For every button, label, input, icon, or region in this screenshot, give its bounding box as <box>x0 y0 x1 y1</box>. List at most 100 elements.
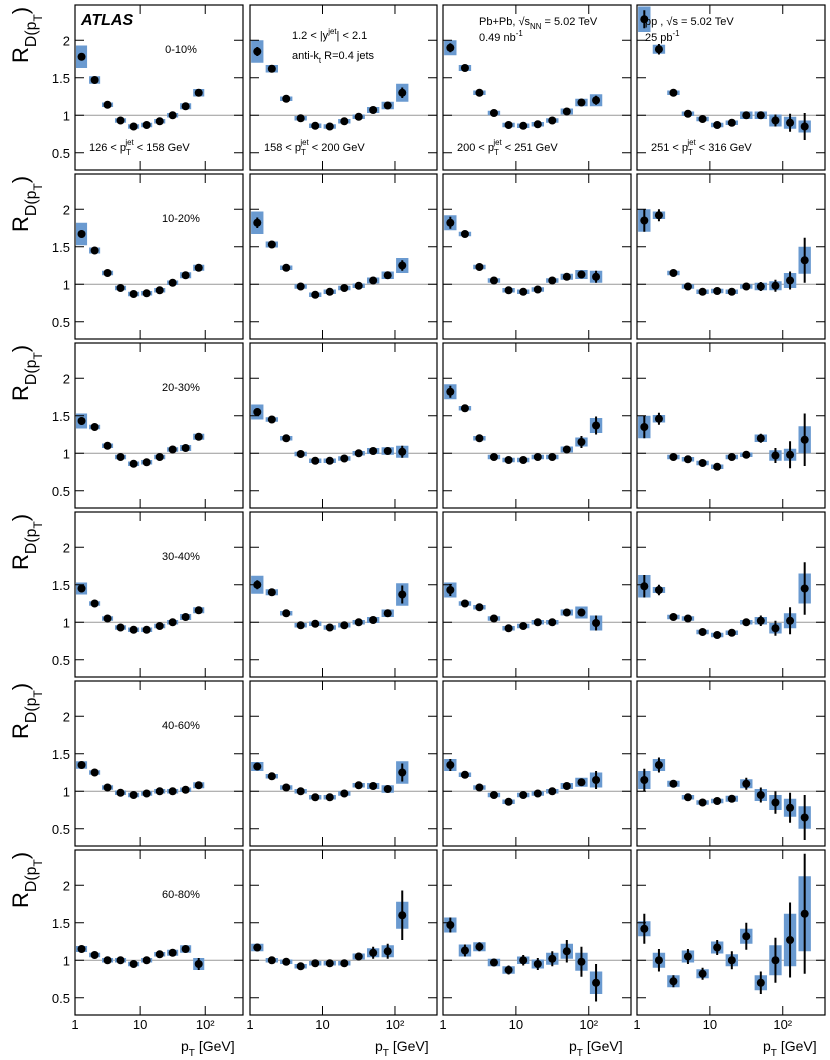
data-point <box>562 947 571 956</box>
data-point <box>369 447 378 455</box>
note: 0.49 nb-1 <box>479 29 523 44</box>
data-point <box>398 768 407 777</box>
data-point <box>383 785 392 793</box>
data-point <box>669 613 678 621</box>
y-tick-label: 1 <box>63 615 70 630</box>
data-point <box>325 959 334 968</box>
data-point <box>533 789 542 798</box>
data-point <box>713 631 722 639</box>
data-point <box>116 284 125 292</box>
plot-area <box>75 413 243 468</box>
data-point <box>640 776 649 784</box>
y-tick-label: 2 <box>63 709 70 724</box>
data-point <box>194 606 203 615</box>
data-point <box>340 789 349 798</box>
data-point <box>194 781 203 790</box>
data-point <box>340 621 349 630</box>
data-point <box>533 285 542 294</box>
data-point <box>800 435 809 444</box>
jet-range: 251 < pTjet < 316 GeV <box>651 138 752 157</box>
data-point <box>446 43 455 52</box>
plot-area <box>250 890 437 971</box>
experiment-label: ATLAS <box>80 12 133 29</box>
data-point <box>383 947 392 956</box>
x-tick-label: 1 <box>439 1017 446 1032</box>
data-point <box>771 956 780 965</box>
y-tick-label: 2 <box>63 540 70 555</box>
data-point <box>354 449 363 458</box>
y-tick-label: 0.5 <box>52 315 70 330</box>
data-point <box>181 785 190 794</box>
data-point <box>267 64 276 73</box>
data-point <box>354 112 363 121</box>
data-point <box>504 797 513 806</box>
data-point <box>562 272 571 281</box>
data-point <box>533 120 542 129</box>
y-axis-label-part: D(p <box>23 359 40 385</box>
panel-frame <box>74 173 244 340</box>
data-point <box>489 453 498 461</box>
data-point <box>311 290 320 299</box>
x-tick-label: 10 <box>509 1017 523 1032</box>
panel-frame <box>442 173 632 340</box>
data-point <box>354 281 363 290</box>
panel-frame <box>442 4 632 171</box>
data-point <box>325 623 334 632</box>
jet-range-part: jet <box>124 138 134 147</box>
plot-area <box>443 215 631 296</box>
data-point <box>577 778 586 787</box>
x-tick-label: 1 <box>633 1017 640 1032</box>
data-point <box>698 459 707 467</box>
y-tick-label: 2 <box>63 202 70 217</box>
centrality-label: 10-20% <box>162 213 200 225</box>
data-point <box>654 761 663 769</box>
note-part: = 5.02 TeV <box>541 16 597 28</box>
data-point <box>786 936 795 944</box>
centrality-label: 40-60% <box>162 720 200 732</box>
data-point <box>398 911 407 920</box>
x-axis-label-part: p <box>763 1038 771 1054</box>
data-point <box>504 966 513 974</box>
jet-range: 200 < pTjet < 251 GeV <box>457 138 558 157</box>
data-point <box>504 286 513 295</box>
data-point <box>325 456 334 465</box>
plot-area <box>637 562 825 639</box>
data-point <box>562 445 571 454</box>
plot-area <box>637 853 825 994</box>
x-axis-label-part: p <box>375 1038 383 1054</box>
jet-range: 158 < pTjet < 200 GeV <box>264 138 365 157</box>
data-point <box>383 101 392 110</box>
y-axis-label-part: ) <box>8 683 33 690</box>
plot-area <box>75 222 243 298</box>
note-part: anti-k <box>292 50 319 62</box>
data-point <box>756 282 765 291</box>
data-point <box>253 408 262 416</box>
y-axis-label-part: D(p <box>23 21 40 47</box>
note: anti-kt R=0.4 jets <box>292 50 374 65</box>
data-point <box>311 619 320 628</box>
data-point <box>142 458 151 467</box>
x-axis-label-part: T <box>771 1048 777 1059</box>
data-point <box>369 616 378 624</box>
data-point <box>296 621 305 630</box>
data-point <box>296 114 305 123</box>
data-point <box>194 88 203 97</box>
y-tick-label: 1.5 <box>52 409 70 424</box>
data-point <box>369 106 378 114</box>
panel <box>442 173 632 340</box>
data-point <box>282 783 291 792</box>
data-point <box>142 625 151 634</box>
data-point <box>742 450 751 459</box>
data-point <box>90 76 99 84</box>
data-point <box>683 455 692 464</box>
note-part: 0.49 nb <box>479 32 516 44</box>
jet-range-part: 158 < p <box>264 142 301 154</box>
data-point <box>354 781 363 790</box>
data-point <box>369 276 378 285</box>
panel-frame <box>636 173 826 340</box>
plot-area <box>443 917 631 1002</box>
data-point <box>756 111 765 120</box>
jet-range-part: < 251 GeV <box>502 142 559 154</box>
y-tick-label: 1.5 <box>52 747 70 762</box>
